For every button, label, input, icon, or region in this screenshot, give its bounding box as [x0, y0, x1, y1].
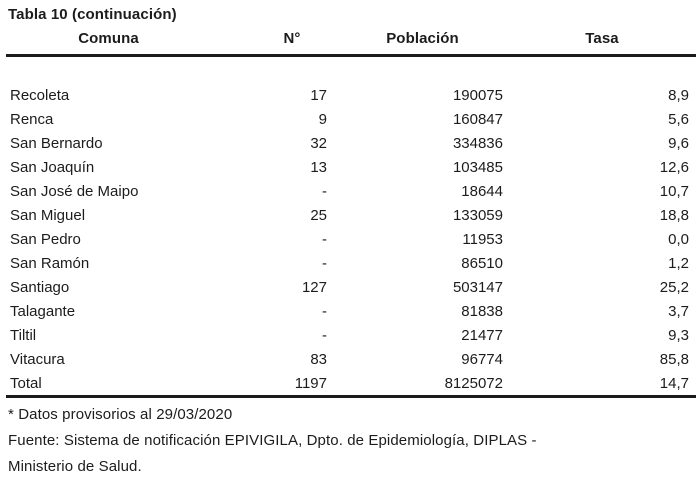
cell-comuna: San Bernardo [10, 134, 103, 152]
cell-comuna: Talagante [10, 302, 76, 320]
cell-comuna: Santiago [10, 278, 70, 296]
table-row: San Miguel 25 133059 18,8 [6, 203, 696, 227]
cell-poblacion: 96774 [461, 350, 503, 368]
cell-comuna: Vitacura [10, 350, 65, 368]
table-row: San José de Maipo - 18644 10,7 [6, 179, 696, 203]
column-header-n: N° [211, 27, 337, 57]
table-row: Renca 9 160847 5,6 [6, 107, 696, 131]
footnote-source-line-1: Fuente: Sistema de notificación EPIVIGIL… [8, 432, 537, 449]
table-row: San Ramón - 86510 1,2 [6, 251, 696, 275]
cell-total-n: 1197 [211, 371, 337, 398]
cell-tasa: 9,3 [668, 326, 689, 344]
cell-tasa: 18,8 [659, 206, 689, 224]
cell-comuna: Renca [10, 110, 54, 128]
total-row: Total 1197 8125072 14,7 [6, 371, 696, 398]
cell-poblacion: 81838 [461, 302, 503, 320]
cell-tasa: 9,6 [668, 134, 689, 152]
cell-tasa: 25,2 [659, 278, 689, 296]
table-body: Recoleta 17 190075 8,9 Renca 9 160847 5,… [6, 56, 696, 398]
cell-n: 127 [301, 278, 327, 296]
cell-total-poblacion: 8125072 [337, 371, 508, 398]
cell-n: 13 [310, 158, 327, 176]
comuna-stats-table: Comuna N° Población Tasa Recoleta 17 190… [6, 27, 696, 398]
cell-tasa: 10,7 [659, 182, 689, 200]
table-row: Talagante - 81838 3,7 [6, 299, 696, 323]
cell-tasa: 12,6 [659, 158, 689, 176]
cell-n: - [322, 302, 327, 320]
cell-n: 32 [310, 134, 327, 152]
cell-n: - [322, 326, 327, 344]
cell-poblacion: 190075 [452, 86, 503, 104]
cell-n: - [322, 230, 327, 248]
cell-n: - [322, 182, 327, 200]
footnotes: * Datos provisorios al 29/03/2020 Fuente… [8, 402, 700, 480]
cell-n: - [322, 254, 327, 272]
column-header-poblacion: Población [337, 27, 508, 57]
cell-comuna: San Joaquín [10, 158, 95, 176]
cell-comuna: Recoleta [10, 86, 70, 104]
cell-n: 9 [318, 110, 327, 128]
cell-tasa: 85,8 [659, 350, 689, 368]
table-row: San Joaquín 13 103485 12,6 [6, 155, 696, 179]
cell-n: 25 [310, 206, 327, 224]
cell-poblacion: 334836 [452, 134, 503, 152]
cell-tasa: 1,2 [668, 254, 689, 272]
cell-comuna: San José de Maipo [10, 182, 139, 200]
table-row: Vitacura 83 96774 85,8 [6, 347, 696, 371]
cell-comuna: Tiltil [10, 326, 37, 344]
cell-poblacion: 86510 [461, 254, 503, 272]
column-header-tasa: Tasa [508, 27, 696, 57]
cell-total-tasa: 14,7 [508, 371, 696, 398]
cell-tasa: 8,9 [668, 86, 689, 104]
footnote-provisional-data: * Datos provisorios al 29/03/2020 [8, 406, 233, 423]
table-row: Santiago 127 503147 25,2 [6, 275, 696, 299]
cell-poblacion: 160847 [452, 110, 503, 128]
cell-tasa: 5,6 [668, 110, 689, 128]
header-row: Comuna N° Población Tasa [6, 27, 696, 57]
cell-tasa: 0,0 [668, 230, 689, 248]
cell-tasa: 3,7 [668, 302, 689, 320]
cell-poblacion: 103485 [452, 158, 503, 176]
cell-poblacion: 11953 [462, 230, 503, 248]
cell-comuna: San Miguel [10, 206, 86, 224]
cell-poblacion: 21477 [461, 326, 503, 344]
column-header-comuna: Comuna [6, 27, 211, 57]
table-row: San Bernardo 32 334836 9,6 [6, 131, 696, 155]
spacer-row [6, 56, 696, 84]
cell-comuna: San Pedro [10, 230, 81, 248]
footnote-source-line-2: Ministerio de Salud. [8, 458, 142, 475]
cell-comuna: San Ramón [10, 254, 90, 272]
cell-n: 83 [310, 350, 327, 368]
cell-poblacion: 18644 [461, 182, 503, 200]
table-row: Tiltil - 21477 9,3 [6, 323, 696, 347]
cell-poblacion: 133059 [452, 206, 503, 224]
cell-n: 17 [310, 86, 327, 104]
cell-poblacion: 503147 [452, 278, 503, 296]
document-page: Tabla 10 (continuación) Comuna N° Poblac… [6, 6, 696, 475]
cell-total-label: Total [6, 371, 211, 398]
table-header: Comuna N° Población Tasa [6, 27, 696, 57]
table-row: San Pedro - 11953 0,0 [6, 227, 696, 251]
table-row: Recoleta 17 190075 8,9 [6, 83, 696, 107]
table-title: Tabla 10 (continuación) [8, 6, 177, 23]
